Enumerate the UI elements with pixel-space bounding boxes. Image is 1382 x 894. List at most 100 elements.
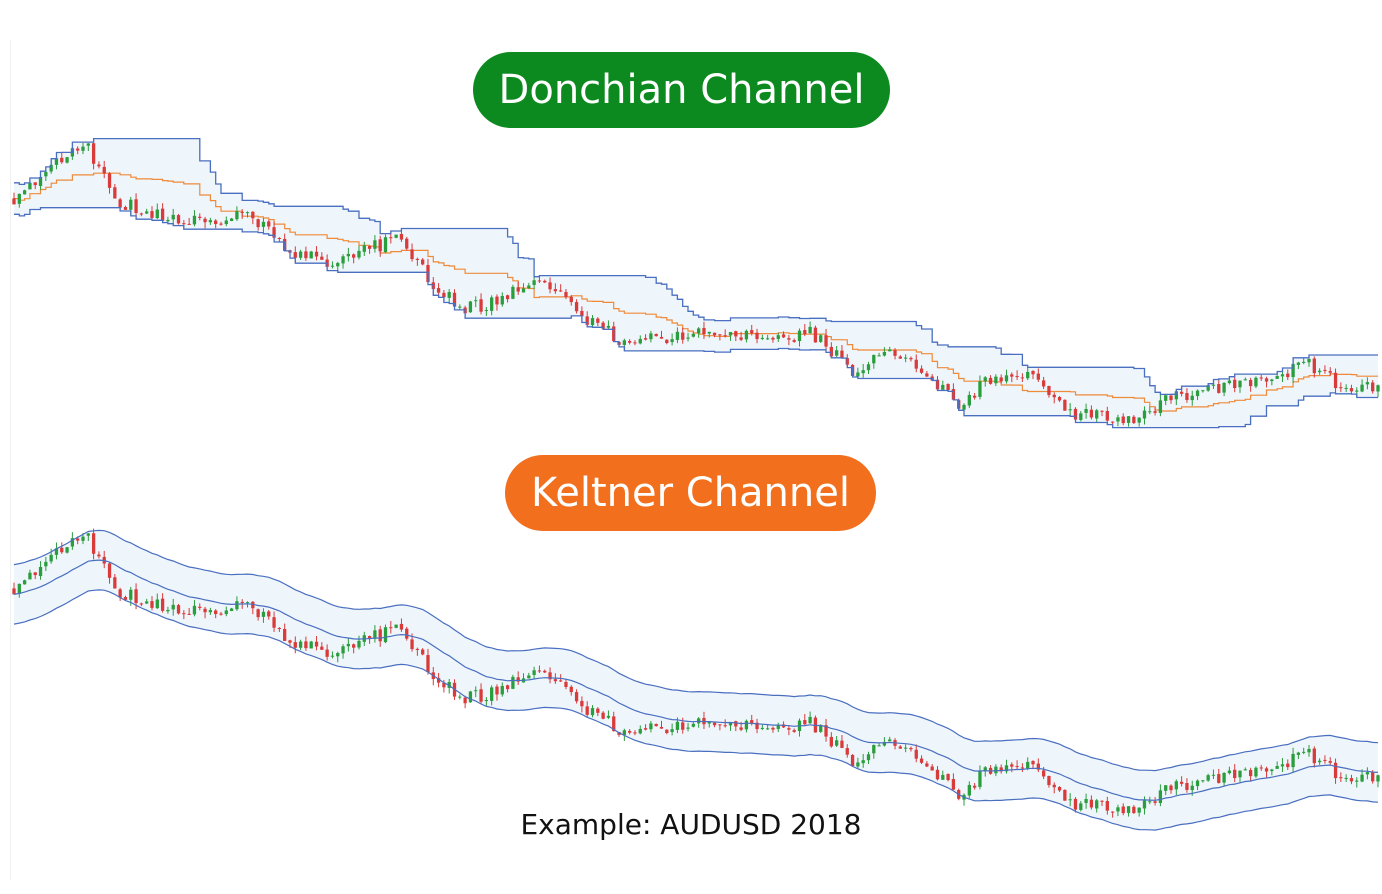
donchian-candle [1100, 410, 1104, 412]
keltner-candle [585, 706, 589, 715]
donchian-candle [1259, 377, 1263, 379]
keltner-candle [426, 655, 430, 673]
keltner-candle [1211, 774, 1216, 776]
keltner-band-fill [14, 530, 1378, 831]
keltner-candle [272, 617, 276, 628]
donchian-candle [686, 337, 690, 339]
donchian-candle [1286, 373, 1290, 378]
donchian-candle [1095, 410, 1099, 419]
donchian-candle [500, 295, 504, 305]
keltner-candle [107, 563, 112, 578]
donchian-candle [1201, 390, 1205, 392]
keltner-candle [1280, 764, 1285, 767]
donchian-candle [352, 254, 356, 258]
donchian-candle [882, 351, 887, 356]
donchian-candle [633, 342, 637, 344]
donchian-candle [1110, 421, 1115, 423]
donchian-candle [1073, 408, 1078, 420]
donchian-candle [797, 330, 802, 342]
keltner-candle [930, 766, 934, 771]
left-edge-line [10, 40, 11, 880]
donchian-candle [187, 223, 191, 225]
keltner-candle [675, 721, 680, 730]
keltner-candle [1185, 783, 1189, 790]
keltner-title: Keltner Channel [505, 455, 876, 531]
donchian-candle [1047, 385, 1051, 396]
keltner-candle [150, 601, 154, 608]
donchian-candle [728, 332, 733, 336]
donchian-candle [97, 164, 101, 167]
donchian-candle [394, 234, 398, 238]
keltner-candle [712, 722, 717, 726]
donchian-candle [1227, 380, 1232, 384]
donchian-candle [819, 335, 823, 342]
keltner-candle [113, 577, 117, 589]
keltner-candle [1195, 780, 1200, 787]
keltner-candle [505, 685, 510, 690]
donchian-candle [1031, 370, 1035, 375]
donchian-candle [898, 356, 902, 359]
keltner-candle [65, 547, 69, 553]
donchian-candle [983, 377, 987, 382]
keltner-candle [771, 727, 775, 730]
keltner-candle [643, 728, 648, 730]
keltner-candle [1333, 762, 1338, 779]
donchian-candle [755, 332, 759, 340]
donchian-candle [903, 357, 908, 359]
keltner-candle [394, 624, 398, 628]
donchian-candle [813, 327, 818, 343]
donchian-candle [1254, 377, 1258, 387]
donchian-candle [474, 300, 478, 302]
keltner-candle [1036, 763, 1040, 770]
keltner-candle [479, 689, 483, 702]
donchian-candle [442, 292, 446, 298]
donchian-candle [1360, 384, 1364, 392]
keltner-candle [999, 767, 1003, 772]
keltner-candle [612, 716, 616, 732]
keltner-candle [44, 561, 48, 567]
donchian-candle [829, 346, 833, 357]
donchian-candle [925, 373, 929, 377]
donchian-candle [1349, 388, 1354, 392]
donchian-candle [1068, 409, 1072, 411]
keltner-candle [744, 720, 749, 730]
donchian-candle [585, 316, 589, 325]
donchian-candle [1116, 417, 1120, 422]
donchian-candle [28, 182, 32, 190]
keltner-candle [1344, 777, 1348, 779]
keltner-candle [1355, 780, 1359, 782]
keltner-candle [399, 623, 404, 630]
keltner-candle [606, 715, 611, 718]
keltner-candle [383, 627, 388, 643]
donchian-candle [606, 325, 611, 328]
donchian-candle [81, 146, 85, 151]
keltner-candle [373, 630, 377, 639]
donchian-candle [415, 258, 420, 260]
keltner-candle [622, 730, 626, 735]
keltner-candle [1020, 767, 1025, 769]
keltner-lower-band [13, 589, 1379, 831]
keltner-candle [187, 613, 191, 615]
donchian-candle [495, 296, 499, 305]
donchian-candle [994, 376, 998, 384]
donchian-candle [792, 340, 796, 342]
donchian-candle [734, 331, 738, 337]
keltner-candle [829, 736, 833, 747]
keltner-candle [267, 611, 271, 617]
keltner-candle [1010, 764, 1014, 767]
donchian-candle [1307, 358, 1311, 363]
keltner-candle [946, 774, 950, 780]
donchian-candle [1015, 376, 1019, 378]
donchian-candle [861, 370, 865, 374]
keltner-candle [1323, 759, 1327, 761]
donchian-candle [1376, 385, 1380, 392]
keltner-candle [1015, 766, 1019, 768]
keltner-candle [1264, 768, 1269, 772]
donchian-candle [1339, 387, 1343, 389]
donchian-candle [1222, 382, 1226, 393]
donchian-candle [723, 335, 727, 337]
keltner-candle [564, 681, 568, 687]
donchian-candle [91, 143, 96, 164]
donchian-candle [1185, 393, 1189, 400]
keltner-candle [166, 609, 170, 612]
